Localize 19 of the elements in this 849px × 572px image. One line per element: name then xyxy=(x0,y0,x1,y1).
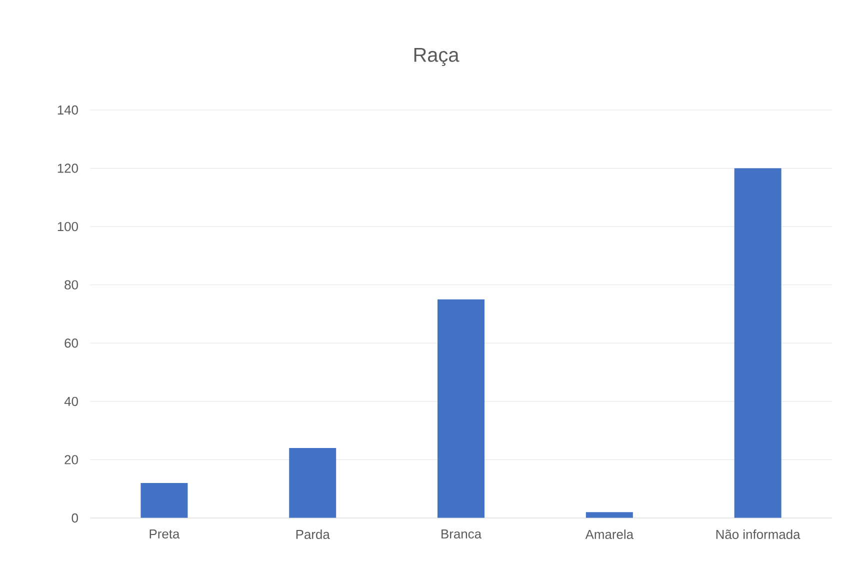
bar xyxy=(734,168,782,518)
y-tick-label: 120 xyxy=(58,164,78,173)
bar xyxy=(140,483,188,518)
x-tick-label: Preta xyxy=(150,530,180,539)
bar xyxy=(586,512,633,518)
x-tick-label: Não informada xyxy=(716,530,800,540)
x-tick-label: Parda xyxy=(296,530,330,540)
y-tick-label: 60 xyxy=(64,338,78,348)
y-tick-label: 100 xyxy=(58,222,78,232)
bar xyxy=(289,448,336,518)
y-tick-label: 140 xyxy=(58,105,78,115)
x-tick-label: Branca xyxy=(442,530,482,539)
chart-title: Raça xyxy=(414,48,460,66)
y-tick-label: 40 xyxy=(64,396,78,406)
y-tick-label: 0 xyxy=(72,513,78,523)
y-tick-label: 80 xyxy=(64,280,78,290)
y-tick-label: 20 xyxy=(64,455,78,464)
bar xyxy=(438,299,485,518)
x-tick-label: Amarela xyxy=(585,530,634,540)
